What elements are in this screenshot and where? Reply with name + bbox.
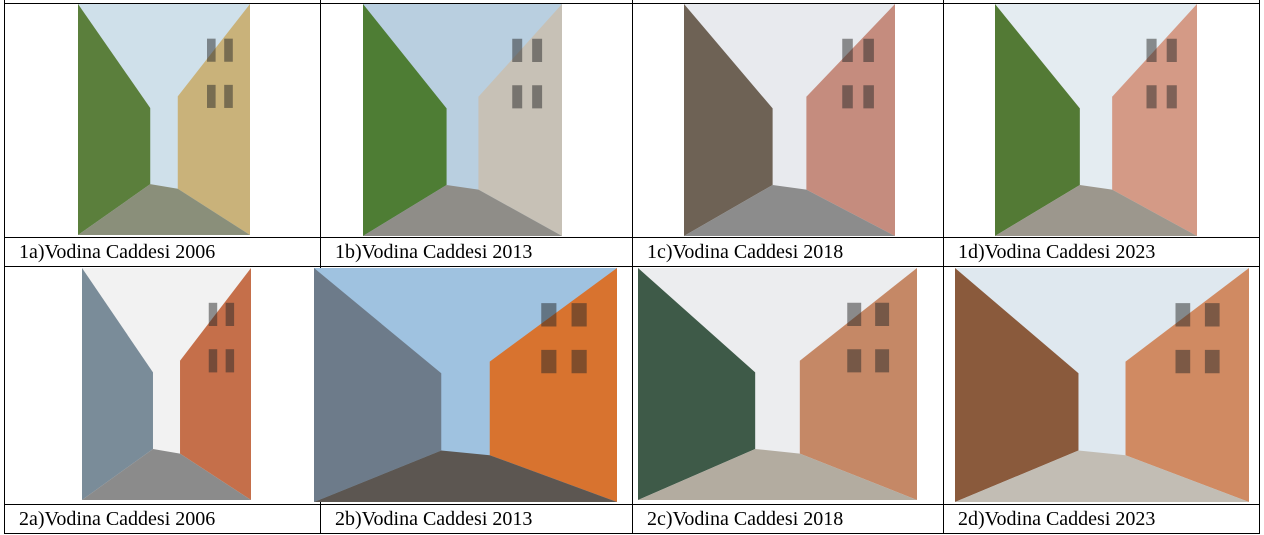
caption: 1c)Vodina Caddesi 2018 (633, 239, 843, 265)
caption: 2d)Vodina Caddesi 2023 (944, 506, 1155, 532)
street-photo (363, 4, 562, 236)
street-photo (82, 268, 251, 500)
table-border (4, 504, 1260, 505)
table-border (943, 0, 944, 534)
street-photo (955, 268, 1249, 502)
table-border (4, 533, 1260, 534)
table-border (4, 0, 5, 534)
caption: 2c)Vodina Caddesi 2018 (633, 506, 843, 532)
street-photo (638, 268, 917, 500)
caption: 2b)Vodina Caddesi 2013 (321, 506, 532, 532)
caption: 2a)Vodina Caddesi 2006 (5, 506, 215, 532)
street-photo (995, 4, 1197, 236)
street-photo (78, 4, 250, 235)
table-border (4, 237, 1260, 238)
figure-table: 1a)Vodina Caddesi 2006 1b)Vodina Caddesi … (0, 0, 1264, 535)
caption: 1b)Vodina Caddesi 2013 (321, 239, 532, 265)
street-photo (314, 268, 617, 502)
table-border (4, 266, 1260, 267)
table-border (1259, 0, 1260, 534)
table-border (632, 0, 633, 534)
caption: 1d)Vodina Caddesi 2023 (944, 239, 1155, 265)
street-photo (684, 4, 895, 236)
caption: 1a)Vodina Caddesi 2006 (5, 239, 215, 265)
